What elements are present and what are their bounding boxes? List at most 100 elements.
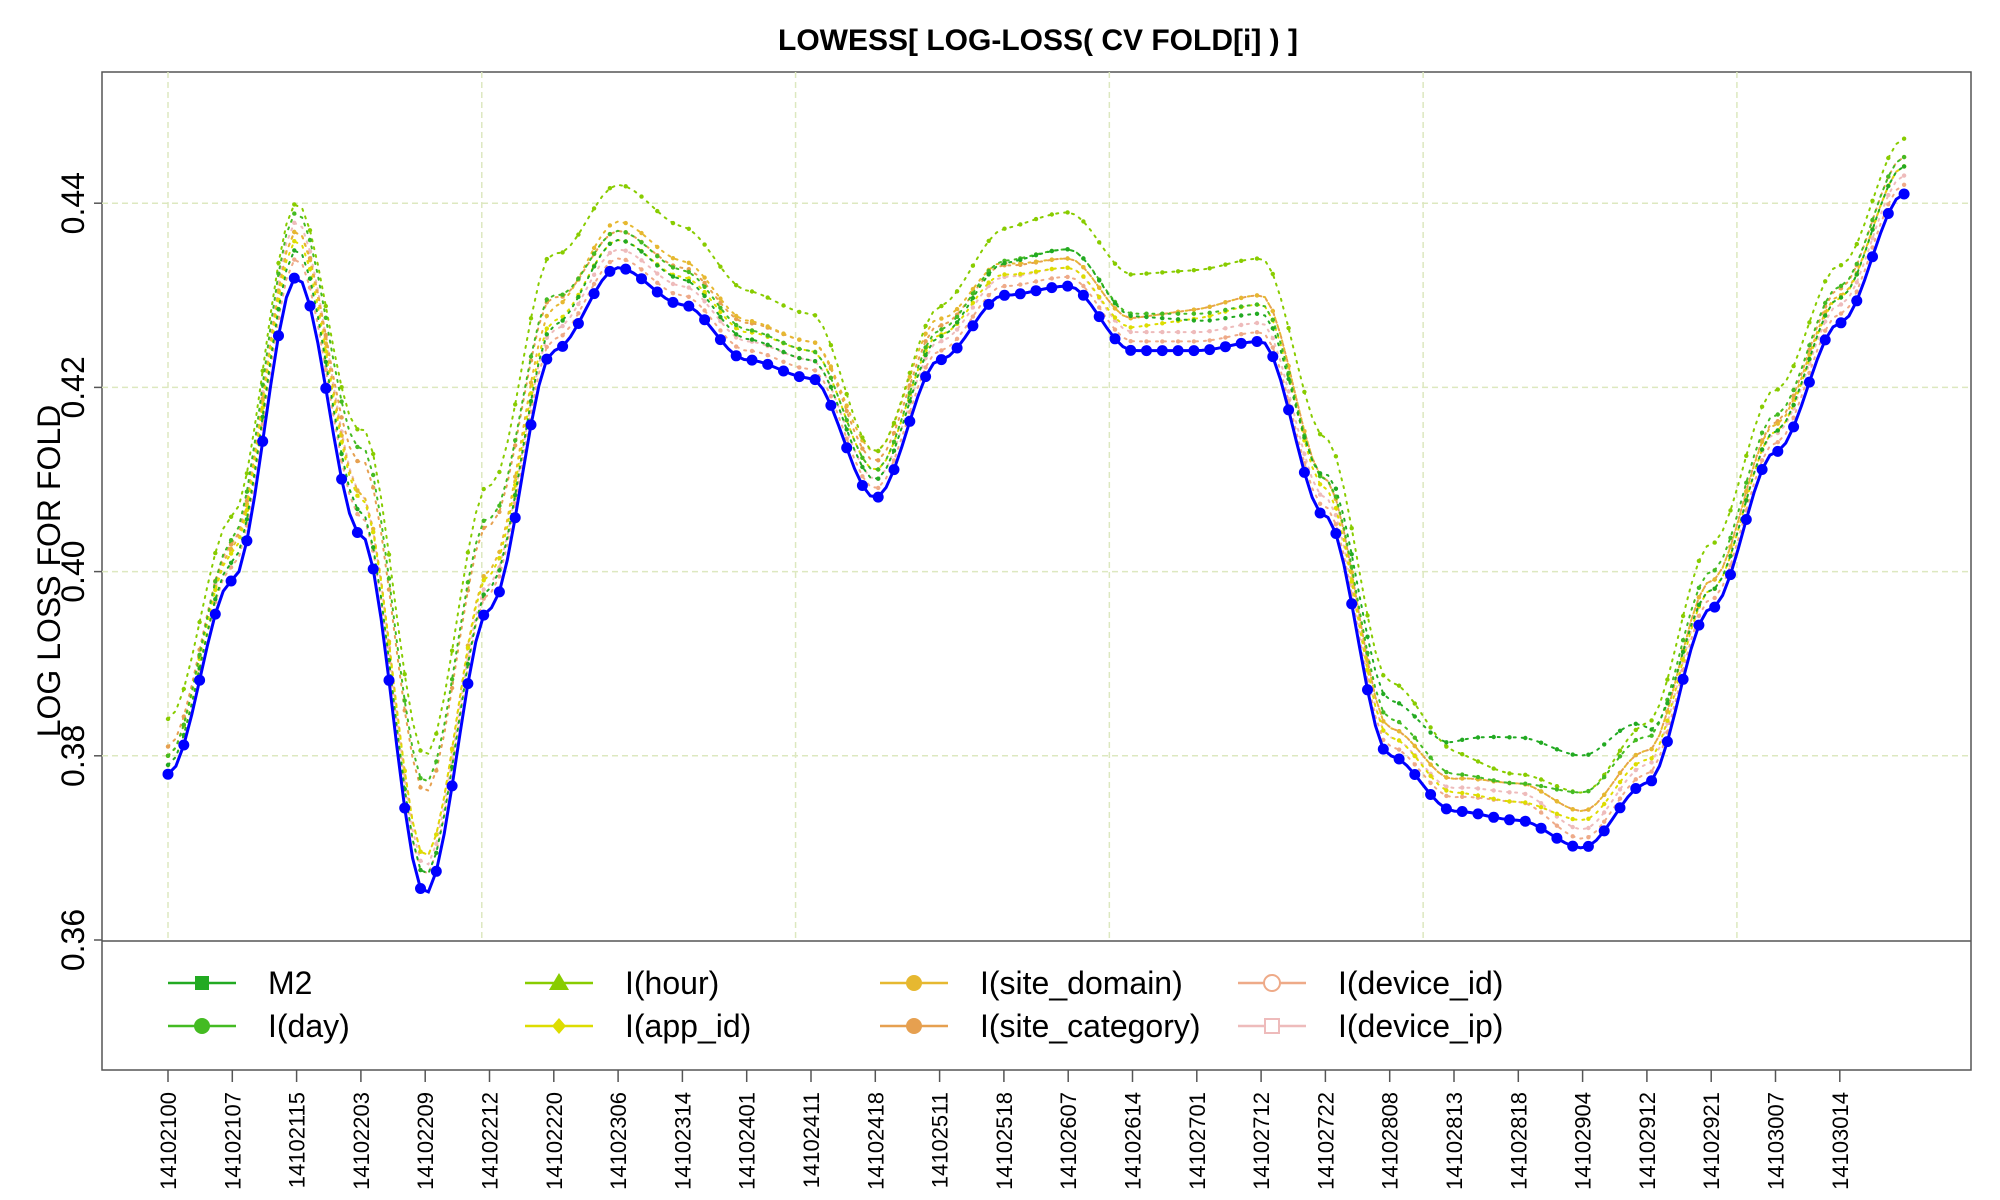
series-point [667,296,679,308]
series-point [1444,784,1449,789]
series-point [591,264,597,269]
series-point [591,251,597,256]
series-point [481,587,486,592]
series-point [907,383,912,388]
series-point [339,451,344,457]
x-tick-label: 14102607 [1056,1092,1081,1190]
series-point [1807,343,1812,348]
series-point [1317,482,1323,487]
series-point [1725,569,1736,581]
series-point [1475,793,1481,798]
series-point [1251,336,1263,347]
series-point [1062,280,1074,292]
series-point [1633,737,1639,743]
series-point [1144,314,1149,320]
series-point [513,438,518,443]
series-point [1128,325,1133,330]
series-point [812,340,818,345]
series-point [292,211,297,216]
series-point [749,319,755,324]
series-point [670,281,676,287]
series-point [292,202,297,207]
series-point [1835,317,1847,329]
series-point [1412,735,1418,740]
series-point [241,535,253,547]
series-point [1002,272,1007,277]
series-point [1554,811,1560,816]
legend-label: I(app_id) [625,1008,751,1044]
series-point [497,509,502,515]
series-point [560,300,565,305]
series-point [1823,328,1828,333]
series-point [1523,735,1528,741]
series-point [1617,787,1623,792]
series-point [954,306,960,312]
series-point [734,283,739,288]
series-point [620,263,632,275]
series-point [1346,598,1358,610]
series-point [734,322,739,328]
series-point [1680,638,1686,643]
series-point [718,309,723,315]
series-point [1365,634,1370,639]
series-point [970,295,976,301]
series-point [1665,718,1670,723]
series-point [607,241,613,246]
series-point [415,883,426,894]
series-point [1680,613,1686,619]
series-point [1649,746,1654,752]
series-point [276,260,281,266]
series-point [860,446,865,451]
legend-entry: I(hour) [525,965,719,1001]
series-point [920,371,932,383]
series-point [1838,263,1844,268]
series-point [1586,825,1591,831]
series-point [418,858,423,863]
series-point [449,685,455,691]
series-point [1586,816,1591,821]
series-point [1519,815,1531,827]
series-point [1491,796,1496,801]
series-point [1491,788,1496,793]
series-point [1396,729,1402,734]
series-point [481,578,486,583]
series-point [304,300,316,312]
series-point [1570,789,1575,795]
series-point [1649,718,1654,723]
series-point [923,339,928,344]
series-point [576,301,581,307]
series-point [591,281,597,287]
series-point [1097,240,1102,245]
series-point [1081,265,1086,270]
series-point [339,415,344,420]
series-point [1696,613,1702,619]
series-point [165,753,171,758]
series-point [781,303,786,308]
series-point [970,305,976,310]
series-point [1712,568,1717,573]
series-point [465,580,471,585]
series-point [178,739,190,751]
series-point [1665,677,1670,682]
series-point [1507,771,1512,776]
series-point [1239,313,1244,318]
grid-layer [102,72,1971,940]
series-point [923,323,928,329]
series-point [1823,319,1828,324]
y-axis-label: LOG LOSS FOR FOLD [31,405,67,738]
series-point [623,248,628,253]
series-point [528,391,534,396]
series-point [1851,295,1863,307]
series-point [1570,752,1575,757]
series-point [1633,777,1639,782]
series-point [702,242,707,247]
series-point [1160,270,1165,275]
series-point [1191,329,1197,335]
series-point [228,514,234,519]
series-point [557,340,569,352]
series-point [1254,320,1260,326]
series-point [1223,326,1228,331]
series-point [702,308,707,313]
series-point [1396,719,1402,725]
series-point [1523,781,1528,786]
